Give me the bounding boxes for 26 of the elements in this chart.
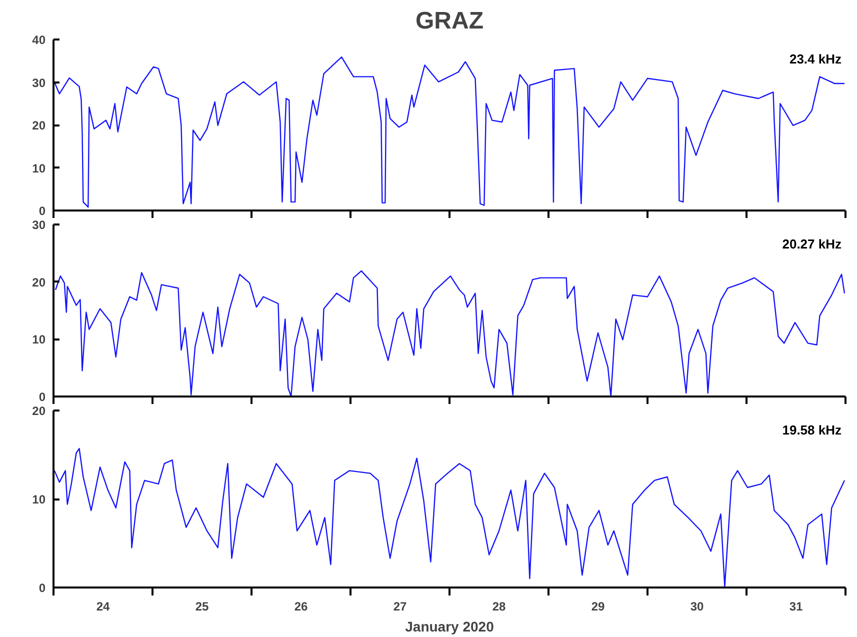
annotation: 20.27 kHz <box>782 236 842 252</box>
y-tick-label: 0 <box>38 581 46 595</box>
y-tick-label: 10 <box>32 332 46 347</box>
annotation: 19.58 kHz <box>782 422 842 438</box>
line-series <box>54 56 846 208</box>
y-tick-label: 30 <box>32 218 46 232</box>
x-tick-label: 25 <box>195 600 209 614</box>
y-tick-label: 20 <box>32 404 46 418</box>
x-tick-label: 29 <box>591 600 605 614</box>
x-tick-label: 28 <box>492 600 506 614</box>
x-tick-label: 27 <box>393 600 407 614</box>
x-tick-label: 31 <box>789 600 803 614</box>
y-tick-label: 0 <box>38 204 46 218</box>
annotation: 23.4 kHz <box>789 52 842 66</box>
y-tick-label: 20 <box>32 118 46 132</box>
chart-title: GRAZ <box>416 8 484 34</box>
y-tick-label: 0 <box>38 390 46 404</box>
x-tick-label: 30 <box>690 600 704 614</box>
x-tick-label: 26 <box>294 600 308 614</box>
y-tick-label: 10 <box>32 161 46 176</box>
y-tick-label: 20 <box>32 275 46 290</box>
x-axis-title: January 2020 <box>405 618 494 634</box>
x-tick-label: 24 <box>96 600 110 614</box>
y-tick-label: 30 <box>32 76 46 90</box>
y-tick-label: 40 <box>32 33 46 47</box>
y-tick-label: 10 <box>32 492 46 506</box>
